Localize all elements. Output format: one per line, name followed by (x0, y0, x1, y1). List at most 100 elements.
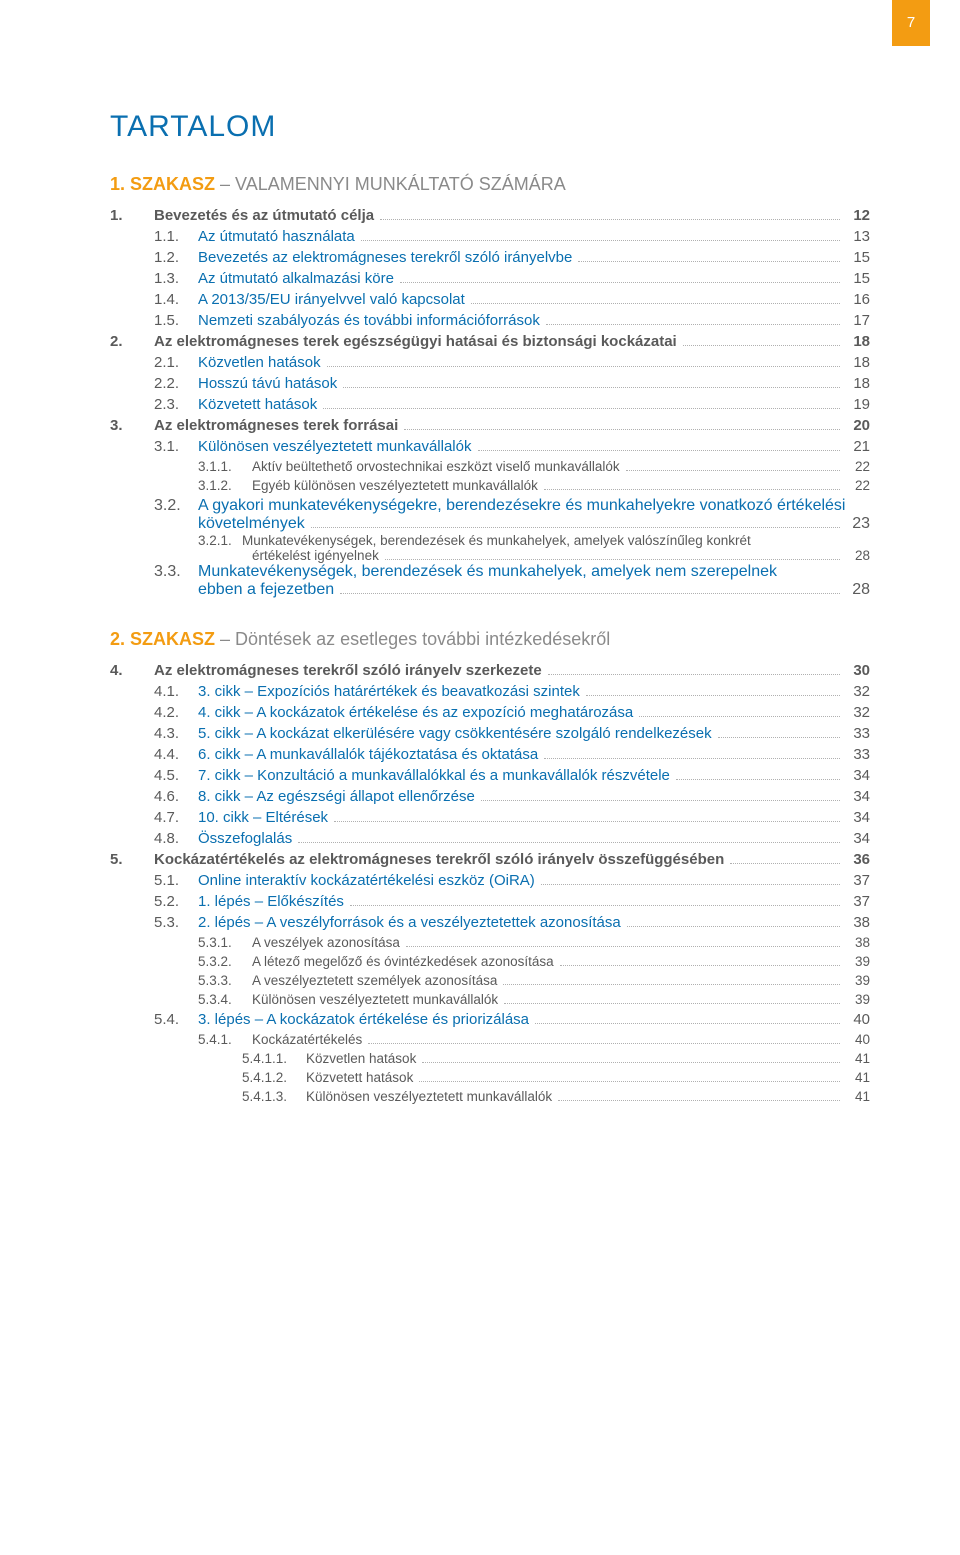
toc-row[interactable]: 1.5.Nemzeti szabályozás és további infor… (110, 312, 870, 329)
toc-page: 34 (846, 767, 870, 784)
toc-num: 5.4.1.3. (242, 1089, 306, 1104)
toc-label: 3. cikk – Expozíciós határértékek és bea… (198, 683, 580, 700)
leader-dots (560, 965, 840, 966)
toc-num: 3.1.2. (198, 478, 252, 493)
toc-row[interactable]: 2.2.Hosszú távú hatások18 (110, 375, 870, 392)
leader-dots (298, 842, 840, 843)
leader-dots (730, 863, 840, 864)
toc-row[interactable]: 4.4.6. cikk – A munkavállalók tájékoztat… (110, 746, 870, 763)
toc-row[interactable]: 3.3. Munkatevékenységek, berendezések és… (110, 563, 870, 599)
toc-row[interactable]: 4.2.4. cikk – A kockázatok értékelése és… (110, 704, 870, 721)
leader-dots (327, 366, 840, 367)
toc-row[interactable]: 4.5.7. cikk – Konzultáció a munkavállaló… (110, 767, 870, 784)
toc-page: 37 (846, 893, 870, 910)
toc-num: 1.3. (154, 270, 198, 287)
toc-row[interactable]: 5.Kockázatértékelés az elektromágneses t… (110, 851, 870, 868)
toc-row[interactable]: 2.1.Közvetlen hatások18 (110, 354, 870, 371)
toc-row[interactable]: 5.4.1.1.Közvetlen hatások41 (110, 1051, 870, 1066)
toc-page: 21 (846, 438, 870, 455)
toc-num: 5.3.2. (198, 954, 252, 969)
toc-label: Kockázatértékelés (252, 1032, 362, 1047)
section-2-prefix: 2. SZAKASZ (110, 629, 215, 649)
toc-row[interactable]: 5.1.Online interaktív kockázatértékelési… (110, 872, 870, 889)
leader-dots (323, 408, 840, 409)
toc-row[interactable]: 1.3.Az útmutató alkalmazási köre15 (110, 270, 870, 287)
toc-label: Az elektromágneses terek egészségügyi ha… (154, 333, 677, 350)
toc-num: 4.8. (154, 830, 198, 847)
toc-row[interactable]: 5.4.1.2.Közvetett hatások41 (110, 1070, 870, 1085)
toc-label: 10. cikk – Eltérések (198, 809, 328, 826)
toc-row[interactable]: 4.1.3. cikk – Expozíciós határértékek és… (110, 683, 870, 700)
toc-num: 3.2. (154, 497, 198, 515)
leader-dots (544, 489, 840, 490)
leader-dots (343, 387, 840, 388)
toc-page: 38 (846, 914, 870, 931)
toc-page: 15 (846, 270, 870, 287)
toc-row[interactable]: 1.2.Bevezetés az elektromágneses terekrő… (110, 249, 870, 266)
toc-label: 4. cikk – A kockázatok értékelése és az … (198, 704, 633, 721)
toc-row[interactable]: 5.4.1.3.Különösen veszélyeztetett munkav… (110, 1089, 870, 1104)
toc-row[interactable]: 1.1.Az útmutató használata13 (110, 228, 870, 245)
toc-num: 1.1. (154, 228, 198, 245)
toc-page: 39 (846, 973, 870, 988)
toc-row[interactable]: 3.2.1. Munkatevékenységek, berendezések … (110, 533, 870, 563)
toc-row[interactable]: 5.4.3. lépés – A kockázatok értékelése é… (110, 1011, 870, 1028)
leader-dots (311, 527, 840, 528)
toc-row[interactable]: 5.3.2.A létező megelőző és óvintézkedése… (110, 954, 870, 969)
page-number-tab: 7 (892, 0, 930, 46)
toc-label: Bevezetés és az útmutató célja (154, 207, 374, 224)
toc-row[interactable]: 4.Az elektromágneses terekről szóló irán… (110, 662, 870, 679)
leader-dots (471, 303, 840, 304)
toc-page: 22 (846, 459, 870, 474)
toc-row[interactable]: 4.3.5. cikk – A kockázat elkerülésére va… (110, 725, 870, 742)
toc-row[interactable]: 5.3.2. lépés – A veszélyforrások és a ve… (110, 914, 870, 931)
toc-row[interactable]: 5.3.1.A veszélyek azonosítása38 (110, 935, 870, 950)
toc-row[interactable]: 3.1.2.Egyéb különösen veszélyeztetett mu… (110, 478, 870, 493)
toc-label: Különösen veszélyeztetett munkavállalók (306, 1089, 552, 1104)
toc-row[interactable]: 5.4.1.Kockázatértékelés40 (110, 1032, 870, 1047)
toc-row[interactable]: 4.7.10. cikk – Eltérések34 (110, 809, 870, 826)
toc-label: Munkatevékenységek, berendezések és munk… (242, 533, 751, 548)
toc-page: 30 (846, 662, 870, 679)
leader-dots (481, 800, 840, 801)
toc-num: 3. (110, 417, 154, 434)
toc-page: 38 (846, 935, 870, 950)
toc-row[interactable]: 2.Az elektromágneses terek egészségügyi … (110, 333, 870, 350)
toc-page: 18 (846, 375, 870, 392)
toc-row[interactable]: 3.2. A gyakori munkatevékenységekre, ber… (110, 497, 870, 533)
toc-row[interactable]: 4.8.Összefoglalás34 (110, 830, 870, 847)
leader-dots (546, 324, 840, 325)
toc-row[interactable]: 1.4.A 2013/35/EU irányelvvel való kapcso… (110, 291, 870, 308)
toc-label: 3. lépés – A kockázatok értékelése és pr… (198, 1011, 529, 1028)
toc-num: 3.2.1. (198, 533, 242, 548)
toc-num: 2.1. (154, 354, 198, 371)
toc-label: Közvetett hatások (306, 1070, 413, 1085)
toc-label: Hosszú távú hatások (198, 375, 337, 392)
toc-label: 6. cikk – A munkavállalók tájékoztatása … (198, 746, 538, 763)
toc-row[interactable]: 5.2.1. lépés – Előkészítés37 (110, 893, 870, 910)
toc-row[interactable]: 2.3.Közvetett hatások19 (110, 396, 870, 413)
toc-row[interactable]: 1. Bevezetés és az útmutató célja 12 (110, 207, 870, 224)
toc-label: 1. lépés – Előkészítés (198, 893, 344, 910)
toc-row[interactable]: 4.6.8. cikk – Az egészségi állapot ellen… (110, 788, 870, 805)
leader-dots (676, 779, 840, 780)
toc-num: 3.1. (154, 438, 198, 455)
toc-row[interactable]: 3.Az elektromágneses terek forrásai20 (110, 417, 870, 434)
toc-label: A létező megelőző és óvintézkedések azon… (252, 954, 554, 969)
toc-row[interactable]: 5.3.4.Különösen veszélyeztetett munkavál… (110, 992, 870, 1007)
toc-label: Aktív beültethető orvostechnikai eszközt… (252, 459, 620, 474)
toc-page: 15 (846, 249, 870, 266)
toc-label: Különösen veszélyeztetett munkavállalók (252, 992, 498, 1007)
toc-num: 2. (110, 333, 154, 350)
toc-row[interactable]: 3.1.Különösen veszélyeztetett munkaválla… (110, 438, 870, 455)
toc-label: 5. cikk – A kockázat elkerülésére vagy c… (198, 725, 712, 742)
toc-label: Online interaktív kockázatértékelési esz… (198, 872, 535, 889)
leader-dots (368, 1043, 840, 1044)
toc-row[interactable]: 5.3.3.A veszélyeztetett személyek azonos… (110, 973, 870, 988)
toc-row[interactable]: 3.1.1.Aktív beültethető orvostechnikai e… (110, 459, 870, 474)
toc-label: Nemzeti szabályozás és további informáci… (198, 312, 540, 329)
toc-page: 28 (846, 548, 870, 563)
toc-num: 4. (110, 662, 154, 679)
section-1-heading: 1. SZAKASZ – VALAMENNYI MUNKÁLTATÓ SZÁMÁ… (110, 174, 870, 195)
leader-dots (503, 984, 840, 985)
